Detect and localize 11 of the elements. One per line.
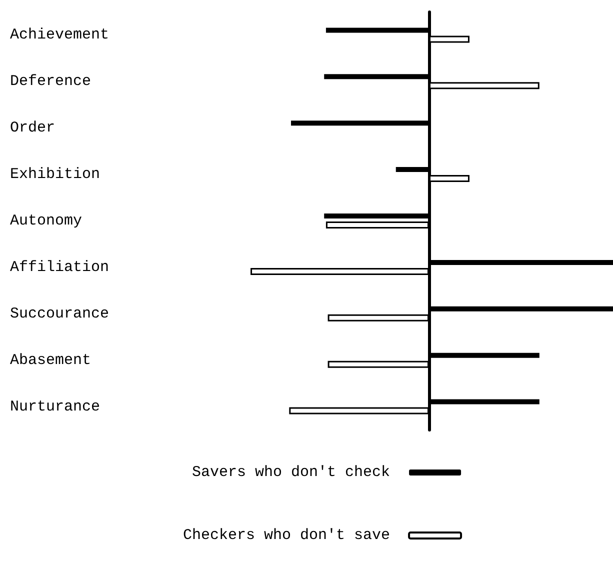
y-tick-label: Nurturance [10,398,100,416]
legend-label: Checkers who don't save [182,527,390,544]
y-tick-label: Succourance [10,305,110,322]
y-tick-label: Order [10,120,56,137]
y-tick-label: Achievement [10,26,110,44]
y-tick-label: Affiliation [10,258,110,276]
y-tick-label: Abasement [10,352,92,369]
y-tick-label: Deference [10,73,92,90]
y-tick-label: Exhibition [10,166,100,184]
y-tick-label: Autonomy [10,212,82,230]
legend-label: Savers who don't check [192,464,390,481]
